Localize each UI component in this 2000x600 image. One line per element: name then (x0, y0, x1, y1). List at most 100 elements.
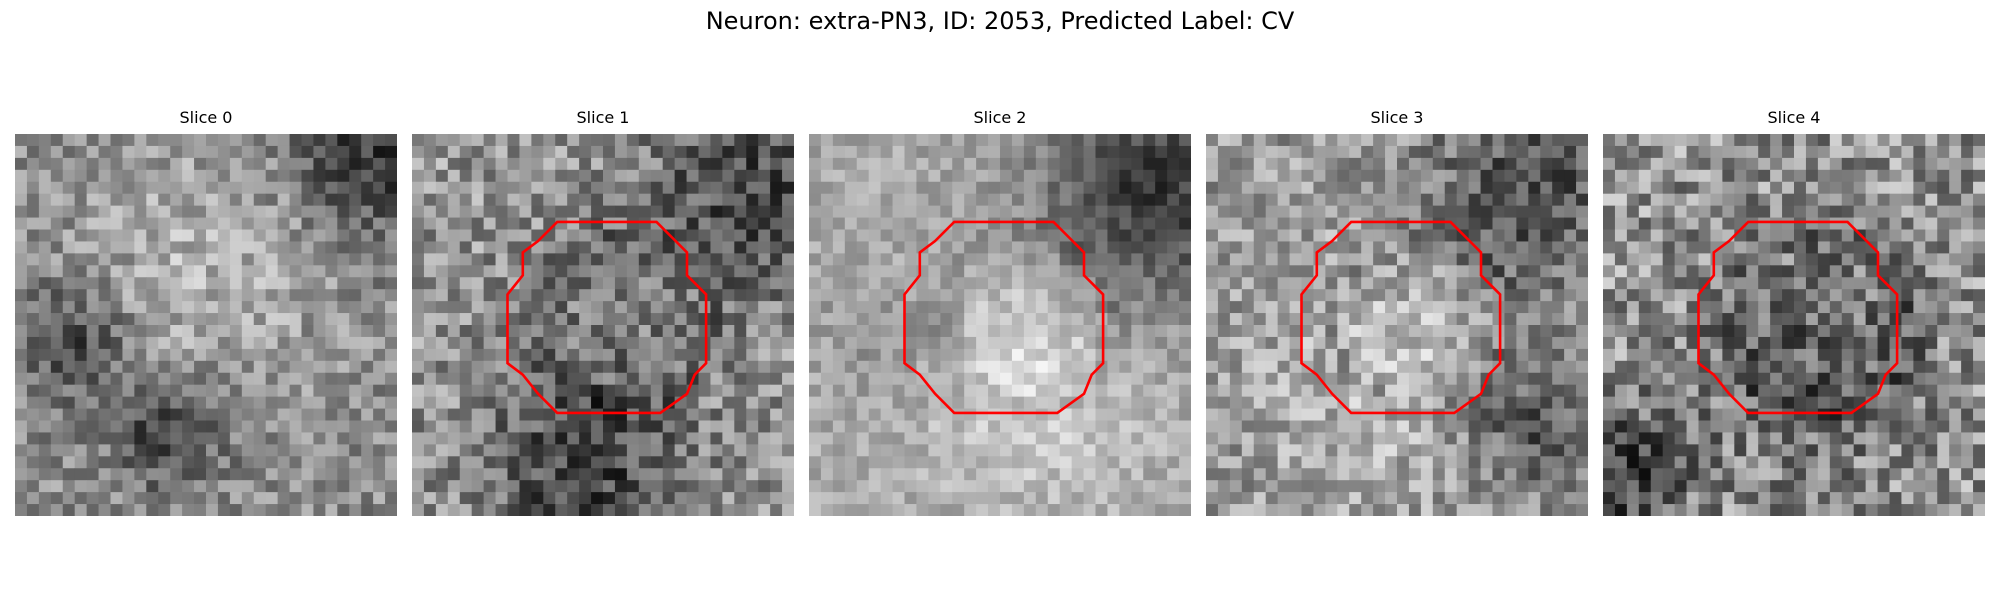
pixel (1035, 480, 1049, 493)
pixel (868, 229, 882, 242)
pixel (1603, 289, 1616, 302)
pixel (1047, 492, 1061, 505)
pixel (1155, 384, 1168, 398)
pixel (471, 456, 485, 469)
pixel (459, 480, 473, 493)
pixel (1576, 468, 1588, 481)
pixel (1313, 408, 1326, 421)
pixel (1265, 313, 1279, 326)
pixel (241, 277, 255, 290)
pixel (1011, 181, 1025, 195)
pixel (1504, 313, 1517, 326)
pixel (1456, 372, 1470, 386)
pixel (579, 420, 592, 433)
pixel (277, 432, 290, 445)
pixel (1794, 384, 1807, 398)
pixel (170, 277, 183, 290)
pixel (603, 420, 616, 433)
pixel (325, 134, 338, 147)
pixel (265, 301, 279, 314)
pixel (626, 181, 640, 195)
pixel (1155, 313, 1168, 326)
pixel (1564, 325, 1577, 338)
pixel (1552, 348, 1565, 362)
pixel (638, 456, 652, 469)
pixel (591, 384, 604, 398)
pixel (1265, 169, 1279, 183)
pixel (928, 456, 941, 469)
pixel (1349, 396, 1362, 409)
pixel (1865, 253, 1878, 266)
pixel (412, 181, 425, 195)
pixel (1373, 157, 1386, 171)
pixel (1349, 169, 1362, 183)
pixel (603, 432, 616, 445)
pixel (782, 420, 794, 433)
pixel (1734, 241, 1747, 254)
pixel (1638, 408, 1652, 421)
pixel (976, 444, 989, 457)
pixel (1805, 229, 1819, 242)
pixel (832, 336, 846, 350)
pixel (1662, 134, 1676, 147)
pixel (662, 456, 676, 469)
pixel (1564, 360, 1577, 374)
pixel (1397, 169, 1410, 183)
pixel (1229, 181, 1243, 195)
pixel (1155, 229, 1168, 242)
pixel (1540, 504, 1553, 516)
pixel (1253, 336, 1267, 350)
pixel (1432, 396, 1446, 409)
pixel (686, 396, 699, 409)
pixel (591, 468, 604, 481)
pixel (1059, 181, 1073, 195)
pixel (1805, 408, 1819, 421)
pixel (1770, 408, 1783, 421)
pixel (229, 360, 243, 374)
pixel (98, 193, 111, 207)
pixel (1552, 360, 1565, 374)
pixel (809, 157, 822, 171)
pixel (1456, 420, 1470, 433)
pixel (134, 492, 147, 505)
pixel (758, 468, 771, 481)
pixel (229, 468, 243, 481)
pixel (1420, 492, 1434, 505)
pixel (650, 169, 664, 183)
pixel (531, 181, 544, 195)
pixel (1817, 456, 1831, 469)
pixel (1925, 193, 1938, 207)
pixel (686, 336, 699, 350)
pixel (1385, 492, 1398, 505)
pixel (110, 456, 123, 469)
pixel (1516, 169, 1529, 183)
pixel (1337, 289, 1350, 302)
pixel (1119, 504, 1132, 516)
pixel (182, 336, 195, 350)
pixel (832, 145, 846, 159)
pixel (1603, 169, 1616, 183)
pixel (940, 480, 953, 493)
pixel (1841, 289, 1855, 302)
pixel (964, 145, 977, 159)
pixel (686, 504, 699, 516)
pixel (1385, 134, 1398, 147)
pixel (1301, 384, 1314, 398)
pixel (229, 480, 243, 493)
pixel (1277, 277, 1290, 290)
pixel (746, 432, 759, 445)
pixel (904, 145, 917, 159)
pixel (1638, 360, 1652, 374)
pixel (1095, 408, 1108, 421)
pixel (1901, 241, 1914, 254)
pixel (952, 134, 965, 147)
pixel (1337, 241, 1350, 254)
pixel (1206, 504, 1219, 516)
pixel (758, 289, 771, 302)
pixel (1373, 372, 1386, 386)
pixel (325, 157, 338, 171)
pixel (337, 134, 350, 147)
pixel (1480, 134, 1493, 147)
pixel (15, 169, 28, 183)
pixel (1059, 468, 1073, 481)
